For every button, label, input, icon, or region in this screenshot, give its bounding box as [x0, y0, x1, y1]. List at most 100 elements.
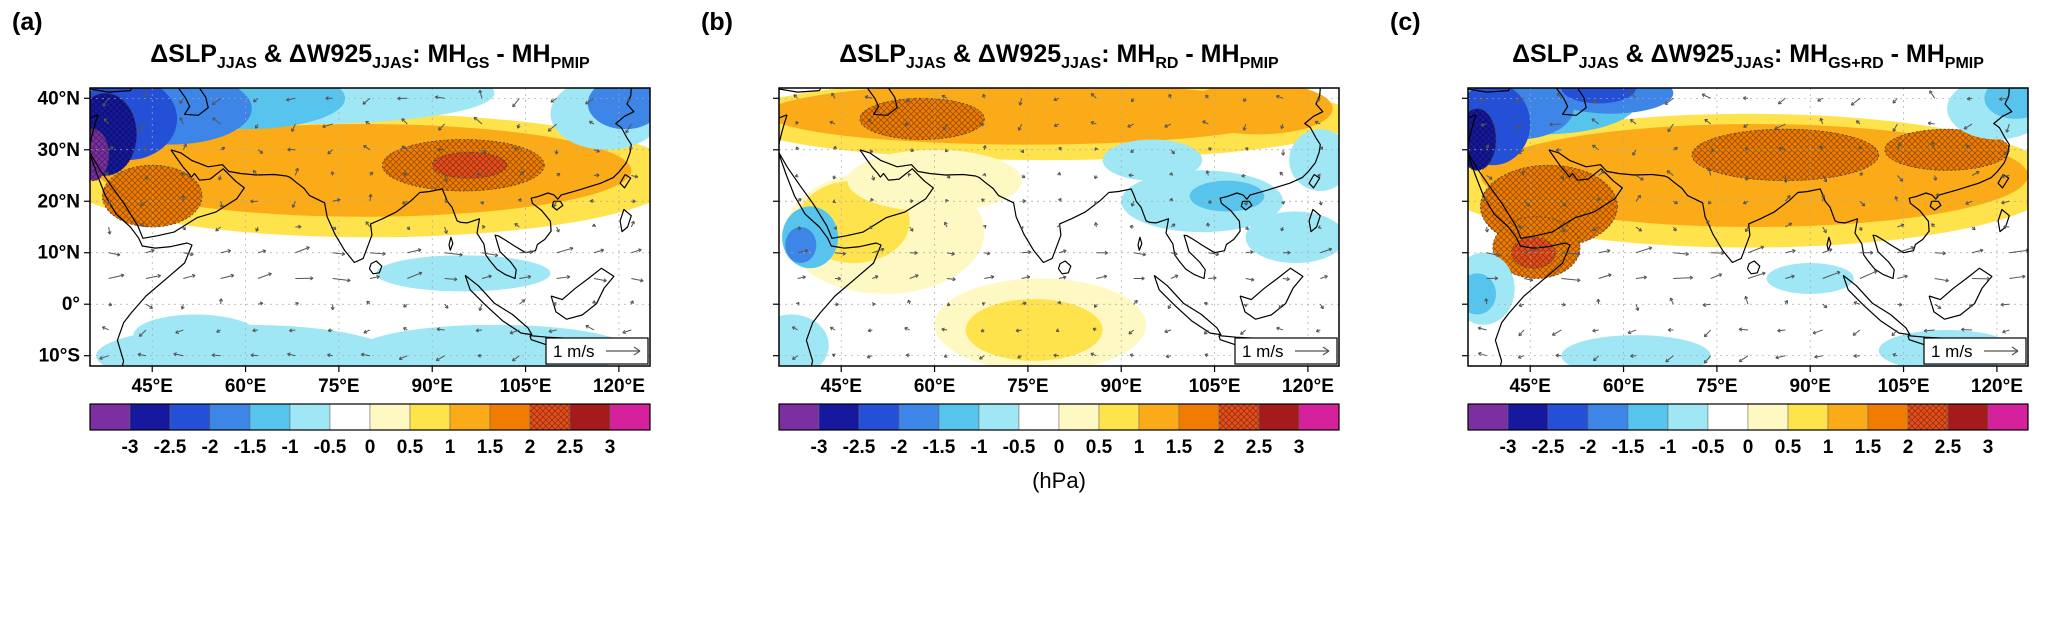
anomaly-region-cyan — [1246, 212, 1346, 263]
wind-arrow-head — [1061, 147, 1062, 150]
panel-title: ΔSLPJJAS & ΔW925JJAS: MHRD - MHPMIP — [839, 40, 1279, 72]
colorbar-segment — [1019, 404, 1059, 430]
wind-arrow-head — [1205, 354, 1208, 355]
colorbar-segment — [819, 404, 859, 430]
wind-arrow-head — [596, 152, 599, 153]
x-tick-label: 105°E — [1189, 376, 1241, 397]
wind-arrow-head — [1704, 334, 1705, 337]
x-tick-label: 120°E — [1971, 376, 2023, 397]
colorbar-segment-hatch — [530, 404, 570, 430]
colorbar-segment — [859, 404, 899, 430]
panel-title: ΔSLPJJAS & ΔW925JJAS: MHGS - MHPMIP — [150, 40, 590, 72]
y-tick-label: 20°N — [38, 191, 80, 212]
colorbar-segment — [1099, 404, 1139, 430]
panel-label: (c) — [1390, 8, 1421, 36]
anomaly-region-hatch — [1692, 129, 1879, 180]
colorbar-tick-label: 2 — [525, 437, 536, 458]
colorbar-tick-label: 3 — [605, 437, 616, 458]
colorbar-segment — [1868, 404, 1908, 430]
wind-arrow-head — [1972, 229, 1975, 230]
wind-arrow-head — [1204, 331, 1205, 334]
colorbar-segment — [1179, 404, 1219, 430]
wind-arrow-head — [1131, 203, 1132, 206]
x-tick-label: 90°E — [1790, 376, 1831, 397]
colorbar-tick-label: 2.5 — [557, 437, 584, 458]
x-tick-label: 75°E — [318, 376, 359, 397]
colorbar-segment — [330, 404, 370, 430]
reference-vector-box: 1 m/s — [1235, 338, 1337, 364]
panel-c-chart: (c)ΔSLPJJAS & ΔW925JJAS: MHGS+RD - MHPMI… — [1378, 0, 2067, 635]
wind-arrow-head — [1892, 333, 1893, 336]
colorbar-tick-label: 1 — [445, 437, 456, 458]
colorbar-segment — [130, 404, 170, 430]
colorbar-tick-label: -1 — [1660, 437, 1677, 458]
x-tick-label: 45°E — [1510, 376, 1551, 397]
wind-arrow-head — [218, 177, 219, 180]
colorbar-segment — [1059, 404, 1099, 430]
colorbar-segment — [1628, 404, 1668, 430]
colorbar-tick-label: -1.5 — [923, 437, 956, 458]
colorbar-segment — [1548, 404, 1588, 430]
wind-arrow-head — [1893, 100, 1894, 103]
colorbar-segment — [250, 404, 290, 430]
colorbar-tick-label: -1 — [971, 437, 988, 458]
colorbar-segment — [1668, 404, 1708, 430]
panel-c: (c)ΔSLPJJAS & ΔW925JJAS: MHGS+RD - MHPMI… — [1378, 0, 2067, 635]
colorbar-segment — [90, 404, 130, 430]
colorbar-tick-label: 0 — [1743, 437, 1754, 458]
colorbar-segment — [1588, 404, 1628, 430]
colorbar-tick-label: 0.5 — [397, 437, 424, 458]
colorbar-tick-label: 1 — [1134, 437, 1145, 458]
colorbar-tick-label: 0 — [1054, 437, 1065, 458]
wind-arrow-head — [1245, 229, 1248, 230]
colorbar-tick-label: 2 — [1214, 437, 1225, 458]
wind-arrow-head — [474, 117, 477, 118]
anomaly-region-hatch — [1459, 109, 1496, 171]
colorbar-segment-hatch — [1908, 404, 1948, 430]
colorbar-segment — [1468, 404, 1508, 430]
colorbar-segment — [1988, 404, 2028, 430]
colorbar-segment — [1748, 404, 1788, 430]
colorbar-tick-label: -2 — [202, 437, 219, 458]
colorbar-segment — [490, 404, 530, 430]
colorbar-segment — [370, 404, 410, 430]
anomaly-region-mblue — [588, 78, 663, 129]
wind-arrow-head — [1704, 360, 1705, 363]
y-tick-label: 10°S — [39, 346, 80, 367]
colorbar-tick-label: 2.5 — [1246, 437, 1273, 458]
colorbar-segment — [1708, 404, 1748, 430]
panel-a-chart: (a)ΔSLPJJAS & ΔW925JJAS: MHGS - MHPMIP1 … — [0, 0, 689, 635]
reference-vector-box: 1 m/s — [1924, 338, 2026, 364]
x-tick-label: 60°E — [225, 376, 266, 397]
colorbar-tick-label: -0.5 — [314, 437, 347, 458]
wind-arrow-head — [106, 173, 109, 174]
wind-arrow-head — [1893, 354, 1896, 355]
x-tick-label: 90°E — [412, 376, 453, 397]
anomaly-region-cyan — [376, 255, 550, 291]
colorbar-segment-hatch — [1219, 404, 1259, 430]
colorbar-tick-label: -0.5 — [1692, 437, 1725, 458]
anomaly-region-cyan — [754, 315, 829, 377]
x-tick-label: 120°E — [1282, 376, 1334, 397]
colorbar-segment — [1828, 404, 1868, 430]
anomaly-region-yellow — [966, 299, 1103, 361]
wind-arrow-head — [1862, 173, 1863, 176]
wind-arrow-head — [2006, 129, 2007, 132]
x-tick-label: 75°E — [1007, 376, 1048, 397]
anomaly-region-lblue — [1459, 273, 1496, 314]
colorbar-segment — [1139, 404, 1179, 430]
x-tick-label: 60°E — [1603, 376, 1644, 397]
colorbar-tick-label: -0.5 — [1003, 437, 1036, 458]
colorbar-segment — [1508, 404, 1548, 430]
colorbar-tick-label: -2.5 — [1532, 437, 1565, 458]
colorbar-segment — [1948, 404, 1988, 430]
wind-arrow-head — [1204, 302, 1207, 303]
reference-label: 1 m/s — [553, 342, 595, 361]
wind-arrow-head — [1091, 121, 1094, 122]
anomaly-region-cyan — [1767, 263, 1854, 294]
colorbar-segment — [290, 404, 330, 430]
